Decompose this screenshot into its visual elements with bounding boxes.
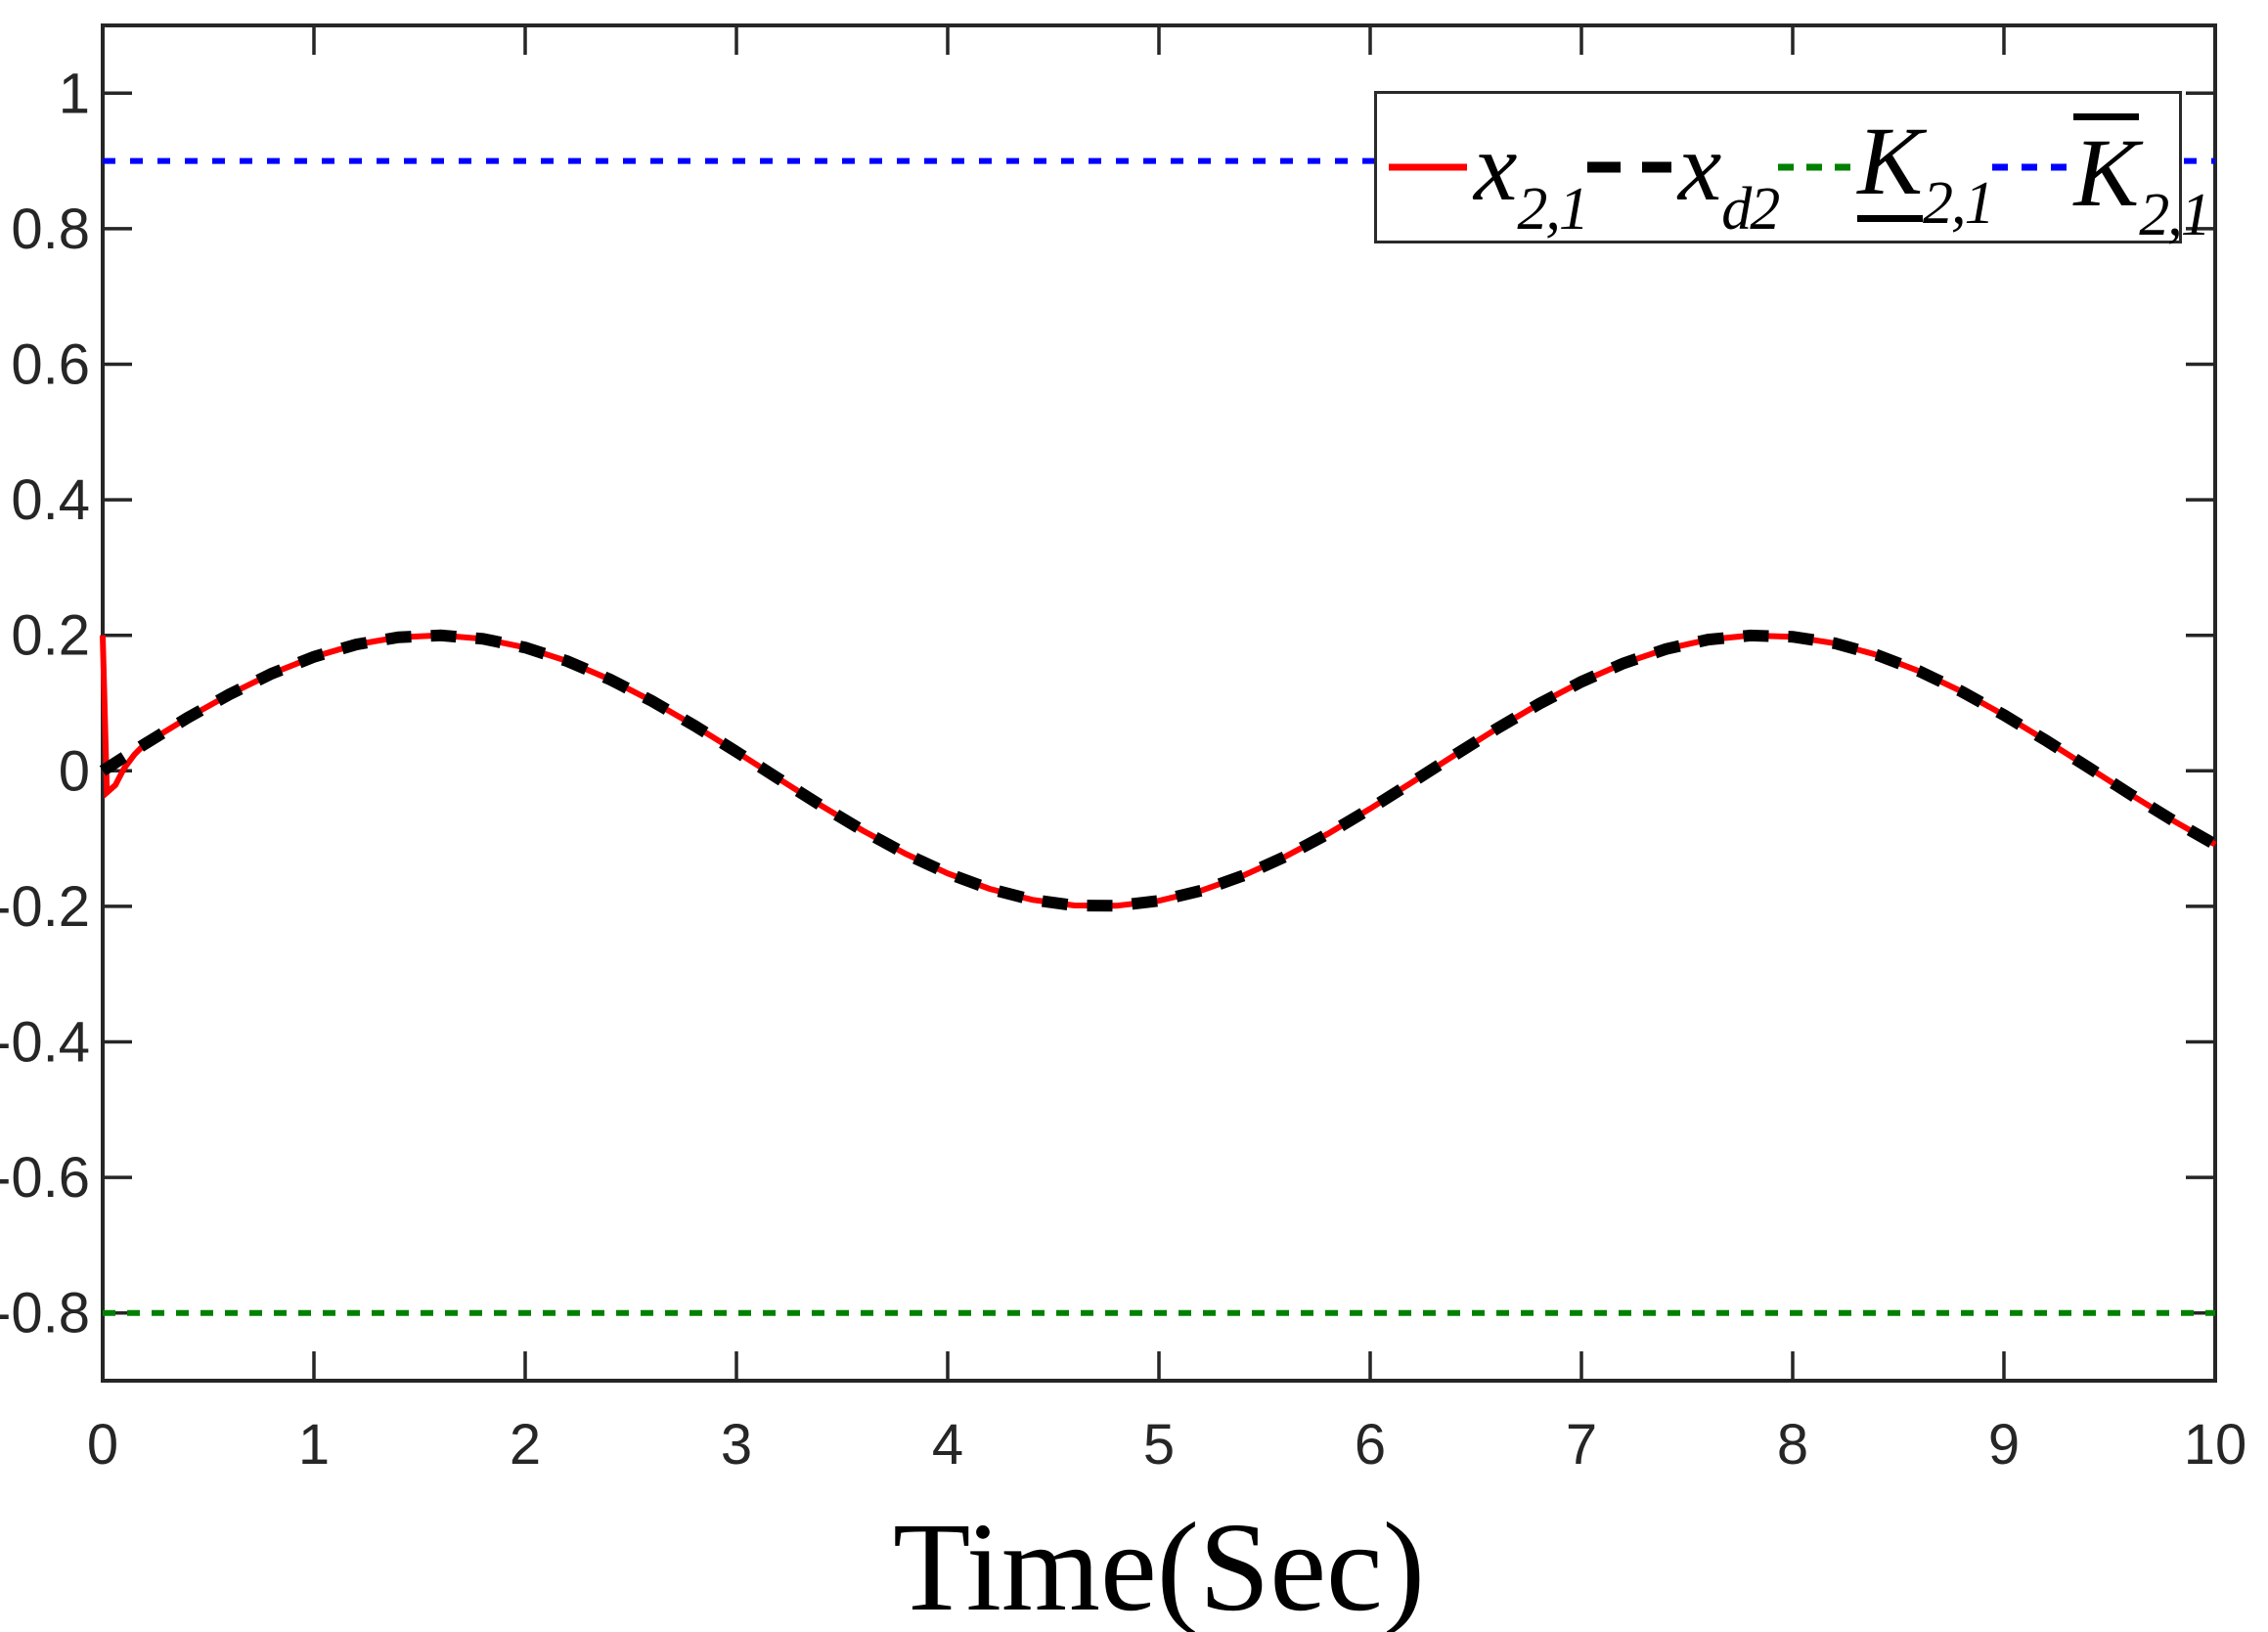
x-tick-label: 2 xyxy=(510,1413,541,1477)
legend: x2,1 xd2 K2,1 K2,1 xyxy=(1374,91,2211,245)
x-tick-label: 7 xyxy=(1566,1413,1597,1477)
x-tick-label: 10 xyxy=(2184,1413,2247,1477)
y-tick-label: -0.8 xyxy=(0,1282,90,1345)
y-tick-label: 0.6 xyxy=(11,333,90,397)
y-tick-label: 1 xyxy=(59,62,90,125)
legend-label: K2,1 xyxy=(1857,107,1994,237)
x-tick-label: 5 xyxy=(1143,1413,1175,1477)
y-tick-label: -0.4 xyxy=(0,1011,90,1075)
x-tick-label: 8 xyxy=(1777,1413,1808,1477)
y-tick-label: -0.6 xyxy=(0,1146,90,1210)
legend-line-sample xyxy=(1992,163,2068,171)
x-tick-label: 9 xyxy=(1988,1413,2020,1477)
x-tick-label: 3 xyxy=(721,1413,752,1477)
x-tick-label: 4 xyxy=(932,1413,963,1477)
y-tick-label: 0.4 xyxy=(11,468,90,532)
x-axis-label: Time(Sec) xyxy=(892,1497,1426,1632)
series-x_2,1 xyxy=(100,632,2217,909)
x-tick-label: 0 xyxy=(87,1413,118,1477)
y-tick-label: 0.8 xyxy=(11,198,90,261)
legend-entry: xd2 xyxy=(1586,112,1780,243)
x-tick-label: 1 xyxy=(298,1413,330,1477)
legend-line-sample xyxy=(1389,163,1467,171)
legend-entry: K2,1 xyxy=(1992,112,2211,245)
x-tick-label: 6 xyxy=(1355,1413,1386,1477)
y-tick-label: 0 xyxy=(59,739,90,803)
legend-label: x2,1 xyxy=(1474,112,1589,243)
legend-label: K2,1 xyxy=(2073,112,2211,245)
legend-entry: x2,1 xyxy=(1389,112,1589,243)
legend-entry: K2,1 xyxy=(1778,107,1994,237)
legend-line-sample xyxy=(1778,163,1851,171)
legend-label: xd2 xyxy=(1677,112,1780,243)
legend-line-sample xyxy=(1586,161,1671,173)
y-tick-label: 0.2 xyxy=(11,604,90,668)
series-x_d2 xyxy=(99,629,2218,912)
y-tick-label: -0.2 xyxy=(0,875,90,939)
